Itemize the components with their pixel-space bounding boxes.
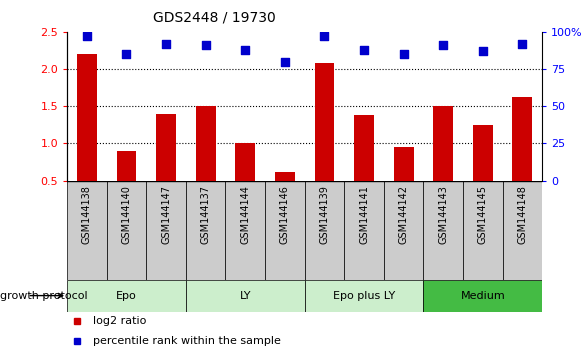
Bar <box>512 97 532 181</box>
Point <box>82 34 92 39</box>
Bar <box>186 181 226 280</box>
Text: GSM144148: GSM144148 <box>517 185 528 244</box>
Text: GSM144138: GSM144138 <box>82 185 92 244</box>
Bar <box>473 125 493 181</box>
Text: GSM144146: GSM144146 <box>280 185 290 244</box>
Bar <box>433 106 453 181</box>
Text: GSM144147: GSM144147 <box>161 185 171 245</box>
Text: percentile rank within the sample: percentile rank within the sample <box>93 336 281 346</box>
Point <box>280 59 290 64</box>
Point <box>319 34 329 39</box>
Text: GSM144143: GSM144143 <box>438 185 448 244</box>
Text: growth protocol: growth protocol <box>0 291 87 301</box>
Bar <box>463 181 503 280</box>
Text: GSM144145: GSM144145 <box>478 185 488 245</box>
Text: log2 ratio: log2 ratio <box>93 316 146 326</box>
Text: GSM144139: GSM144139 <box>319 185 329 244</box>
Point <box>241 47 250 52</box>
Point <box>518 41 527 47</box>
Bar <box>186 280 304 312</box>
Bar <box>77 54 97 181</box>
Bar <box>344 181 384 280</box>
Text: GSM144140: GSM144140 <box>121 185 131 244</box>
Point <box>359 47 368 52</box>
Bar <box>67 181 107 280</box>
Text: GSM144137: GSM144137 <box>201 185 210 245</box>
Bar <box>394 147 413 181</box>
Point <box>478 48 487 54</box>
Text: GDS2448 / 19730: GDS2448 / 19730 <box>153 11 275 25</box>
Bar <box>384 181 423 280</box>
Text: Epo plus LY: Epo plus LY <box>333 291 395 301</box>
Text: LY: LY <box>240 291 251 301</box>
Bar <box>314 63 334 181</box>
Point <box>201 42 210 48</box>
Bar <box>354 115 374 181</box>
Bar <box>146 181 186 280</box>
Bar <box>107 181 146 280</box>
Bar <box>423 181 463 280</box>
Bar <box>226 181 265 280</box>
Bar <box>423 280 542 312</box>
Bar <box>67 280 186 312</box>
Text: Medium: Medium <box>461 291 505 301</box>
Bar <box>304 181 344 280</box>
Bar <box>275 172 295 181</box>
Point <box>438 42 448 48</box>
Bar <box>196 106 216 181</box>
Bar <box>503 181 542 280</box>
Bar <box>156 114 176 181</box>
Bar <box>265 181 304 280</box>
Text: GSM144141: GSM144141 <box>359 185 369 244</box>
Text: GSM144144: GSM144144 <box>240 185 250 244</box>
Text: GSM144142: GSM144142 <box>399 185 409 245</box>
Point <box>399 51 408 57</box>
Bar <box>236 143 255 181</box>
Point <box>122 51 131 57</box>
Text: Epo: Epo <box>116 291 137 301</box>
Point <box>161 41 171 47</box>
Bar <box>117 151 136 181</box>
Bar <box>304 280 423 312</box>
